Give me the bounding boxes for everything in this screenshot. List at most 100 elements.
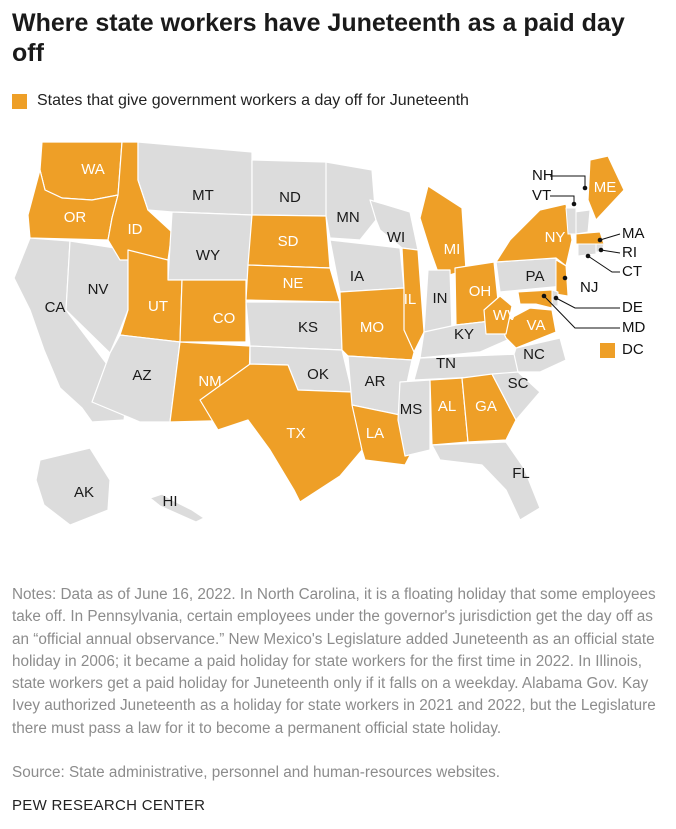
state-nh [574,209,591,235]
state-label-pa: PA [526,268,545,285]
state-label-ar: AR [365,373,386,390]
source: Source: State administrative, personnel … [12,764,501,781]
callout-line-nh [550,175,586,188]
callout-label-nj: NJ [580,279,598,296]
state-label-ut: UT [148,298,168,315]
callout-label-vt: VT [532,187,551,204]
state-labels: WA OR CA NV ID MT WY UT AZ CO NM ND SD NE KS OK TX MN IA MO… [45,161,617,510]
state-label-ga: GA [475,398,497,415]
callout-line-ct [587,255,620,273]
callout-dot-md [541,293,547,299]
state-label-mn: MN [336,209,359,226]
callout-line-ri [600,249,621,254]
state-ia [329,239,405,293]
state-label-ks: KS [298,319,318,336]
state-ny [495,203,573,267]
state-nj [555,259,569,297]
state-mt [137,141,253,216]
state-label-mi: MI [444,241,461,258]
state-label-wy: WY [196,247,220,264]
state-label-nv: NV [88,281,109,298]
callout-dot-ri [598,247,604,253]
state-label-sc: SC [508,375,529,392]
state-label-va: VA [527,317,546,334]
state-label-co: CO [213,310,236,327]
map-svg: WA OR CA NV ID MT WY UT AZ CO NM ND SD NE KS OK TX MN IA MO… [13,141,645,526]
state-label-ny: NY [545,229,566,246]
legend-label: States that give government workers a da… [37,92,469,109]
callout-line-md [543,295,620,329]
state-tx [199,363,363,503]
legend-swatch [12,93,27,109]
state-label-or: OR [64,209,87,226]
state-hi [149,493,205,523]
state-label-id: ID [128,221,143,238]
notes: Notes: Data as of June 16, 2022. In Nort… [12,586,656,737]
state-label-il: IL [404,291,417,308]
chart-title: Where state workers have Juneteenth as a… [12,9,625,67]
state-label-sd: SD [278,233,299,250]
state-vt [565,207,577,235]
state-label-ms: MS [400,401,423,418]
state-label-az: AZ [132,367,151,384]
state-ct [577,243,597,257]
callout-label-ct: CT [622,263,642,280]
callout-dot-nj [562,275,568,281]
state-label-tx: TX [286,425,305,442]
state-label-al: AL [438,398,456,415]
state-shapes [13,141,625,526]
callout-label-de: DE [622,299,643,316]
state-label-wa: WA [81,161,105,178]
state-wv [483,295,513,335]
small-state-callouts: NH VT MA RI CT NJ DE MD DC [532,167,645,358]
state-ak [35,447,111,526]
state-il [401,247,425,353]
state-label-ca: CA [45,299,66,316]
state-label-la: LA [366,425,384,442]
state-label-nm: NM [198,373,221,390]
callout-dot-nh [582,185,588,191]
state-label-mo: MO [360,319,384,336]
callout-label-nh: NH [532,167,554,184]
state-label-ak: AK [74,484,94,501]
footer-brand: PEW RESEARCH CENTER [12,797,206,814]
state-label-oh: OH [469,283,492,300]
state-label-wi: WI [387,229,405,246]
callout-label-md: MD [622,319,645,336]
state-label-ne: NE [283,275,304,292]
state-me [587,155,625,221]
state-co [179,279,247,343]
callout-dot-vt [571,201,577,207]
state-mn [325,161,377,241]
callout-line-de [555,297,620,309]
callout-dot-ma [597,237,603,243]
state-mi [419,185,467,279]
state-ms [397,379,431,457]
state-va [499,307,557,349]
state-label-ky: KY [454,326,474,343]
state-label-tn: TN [436,355,456,372]
legend: States that give government workers a da… [12,90,469,112]
state-label-nd: ND [279,189,301,206]
state-label-wv: WV [493,307,517,324]
us-map: WA OR CA NV ID MT WY UT AZ CO NM ND SD NE KS OK TX MN IA MO… [0,120,676,580]
state-swatch-dc [600,343,615,358]
state-label-fl: FL [512,465,530,482]
state-label-in: IN [433,290,448,307]
state-label-ia: IA [350,268,364,285]
callout-line-vt [550,195,575,204]
state-nc [513,337,567,373]
callout-label-ri: RI [622,244,637,261]
state-ks [245,301,343,351]
state-sc [491,371,541,421]
state-label-nc: NC [523,346,545,363]
callout-dot-de [553,295,559,301]
state-label-mt: MT [192,187,214,204]
state-fl [431,441,541,521]
state-label-ok: OK [307,366,329,383]
state-label-hi: HI [163,493,178,510]
callout-dot-ct [585,253,591,259]
state-label-me: ME [594,179,617,196]
callout-label-ma: MA [622,225,645,242]
callout-label-dc: DC [622,341,644,358]
